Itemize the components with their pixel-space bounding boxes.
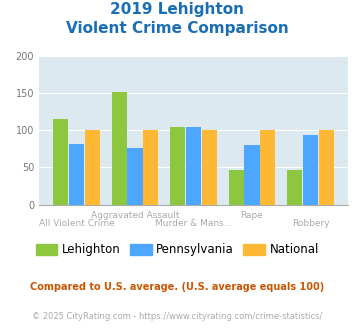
Bar (170, 127, 185, 205)
Text: Compared to U.S. average. (U.S. average equals 100): Compared to U.S. average. (U.S. average … (31, 282, 324, 292)
Bar (186, 127, 201, 205)
Text: © 2025 CityRating.com - https://www.cityrating.com/crime-statistics/: © 2025 CityRating.com - https://www.city… (32, 312, 323, 321)
Text: Robbery: Robbery (292, 219, 329, 228)
Bar (53, 119, 68, 205)
Bar (202, 130, 217, 205)
Bar (111, 92, 127, 205)
Bar (69, 145, 84, 205)
Bar (85, 130, 100, 205)
Legend: Lehighton, Pennsylvania, National: Lehighton, Pennsylvania, National (32, 239, 323, 261)
Bar (260, 130, 275, 205)
Text: Aggravated Assault: Aggravated Assault (91, 211, 179, 219)
Bar (143, 130, 158, 205)
Bar (229, 170, 244, 205)
Text: Violent Crime Comparison: Violent Crime Comparison (66, 21, 289, 36)
Text: Murder & Mans...: Murder & Mans... (155, 219, 232, 228)
Text: Rape: Rape (241, 211, 263, 219)
Bar (244, 145, 260, 205)
Bar (319, 130, 334, 205)
Text: 2019 Lehighton: 2019 Lehighton (110, 2, 245, 16)
Text: All Violent Crime: All Violent Crime (39, 219, 114, 228)
Bar (287, 170, 302, 205)
Bar (127, 148, 143, 205)
Bar (303, 135, 318, 205)
